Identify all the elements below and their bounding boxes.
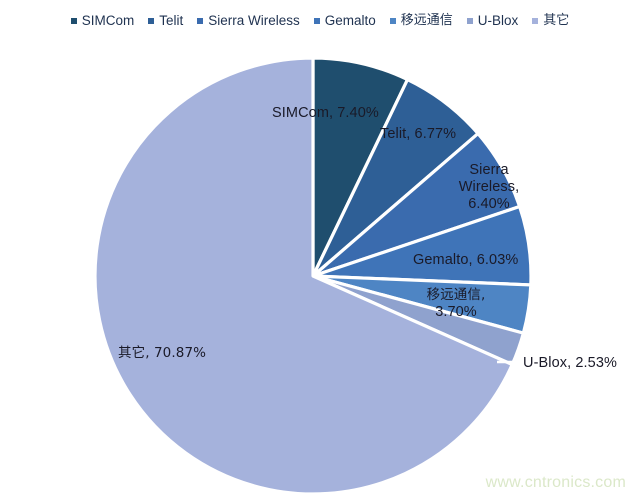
legend-item-label: Sierra Wireless xyxy=(208,13,300,28)
legend-swatch-icon xyxy=(313,17,320,24)
slice-label-sierra-wireless: Sierra Wireless, 6.40% xyxy=(443,162,535,213)
legend-swatch-icon xyxy=(466,17,473,24)
legend-item-label: 其它 xyxy=(543,13,570,29)
pie-slice[interactable] xyxy=(93,56,514,496)
slice-label-simcom: SIMCom, 7.40% xyxy=(272,105,379,121)
chart-legend: SIMCom Telit Sierra Wireless Gemalto 移远通… xyxy=(0,14,640,28)
slice-label-sierra-line1: Sierra xyxy=(469,162,509,178)
legend-item-yiyuan-tongxin[interactable]: 移远通信 xyxy=(389,13,453,29)
legend-swatch-icon xyxy=(197,17,204,24)
legend-item-label: SIMCom xyxy=(81,13,135,28)
slice-label-qita: 其它, 70.87% xyxy=(118,345,207,361)
legend-item-label: U-Blox xyxy=(477,13,519,28)
legend-item-telit[interactable]: Telit xyxy=(148,14,183,28)
slice-label-u-blox: U-Blox, 2.53% xyxy=(523,355,617,371)
legend-item-u-blox[interactable]: U-Blox xyxy=(466,13,519,28)
slice-label-yiyuan-line1: 移远通信, xyxy=(426,287,486,303)
watermark-text: www.cntronics.com xyxy=(485,474,626,491)
slice-label-yiyuan-line2: 3.70% xyxy=(435,303,477,320)
slice-label-sierra-line2: Wireless, xyxy=(458,179,520,196)
pie-slices xyxy=(93,56,533,496)
legend-item-label: Telit xyxy=(159,13,184,28)
slice-label-yiyuan-tongxin: 移远通信, 3.70% xyxy=(404,287,508,321)
legend-item-simcom[interactable]: SIMCom xyxy=(70,13,135,28)
legend-swatch-icon xyxy=(70,17,77,24)
legend-item-sierra-wireless[interactable]: Sierra Wireless xyxy=(197,14,300,28)
slice-label-gemalto: Gemalto, 6.03% xyxy=(413,252,519,268)
legend-item-qita[interactable]: 其它 xyxy=(532,14,569,27)
slice-label-sierra-line3: 6.40% xyxy=(468,196,510,213)
legend-swatch-icon xyxy=(148,17,155,24)
legend-swatch-icon xyxy=(532,17,539,24)
legend-item-label: 移远通信 xyxy=(400,13,453,29)
legend-item-gemalto[interactable]: Gemalto xyxy=(313,13,376,28)
legend-item-label: Gemalto xyxy=(324,13,376,28)
slice-label-telit: Telit, 6.77% xyxy=(380,126,457,142)
legend-swatch-icon xyxy=(389,17,396,24)
